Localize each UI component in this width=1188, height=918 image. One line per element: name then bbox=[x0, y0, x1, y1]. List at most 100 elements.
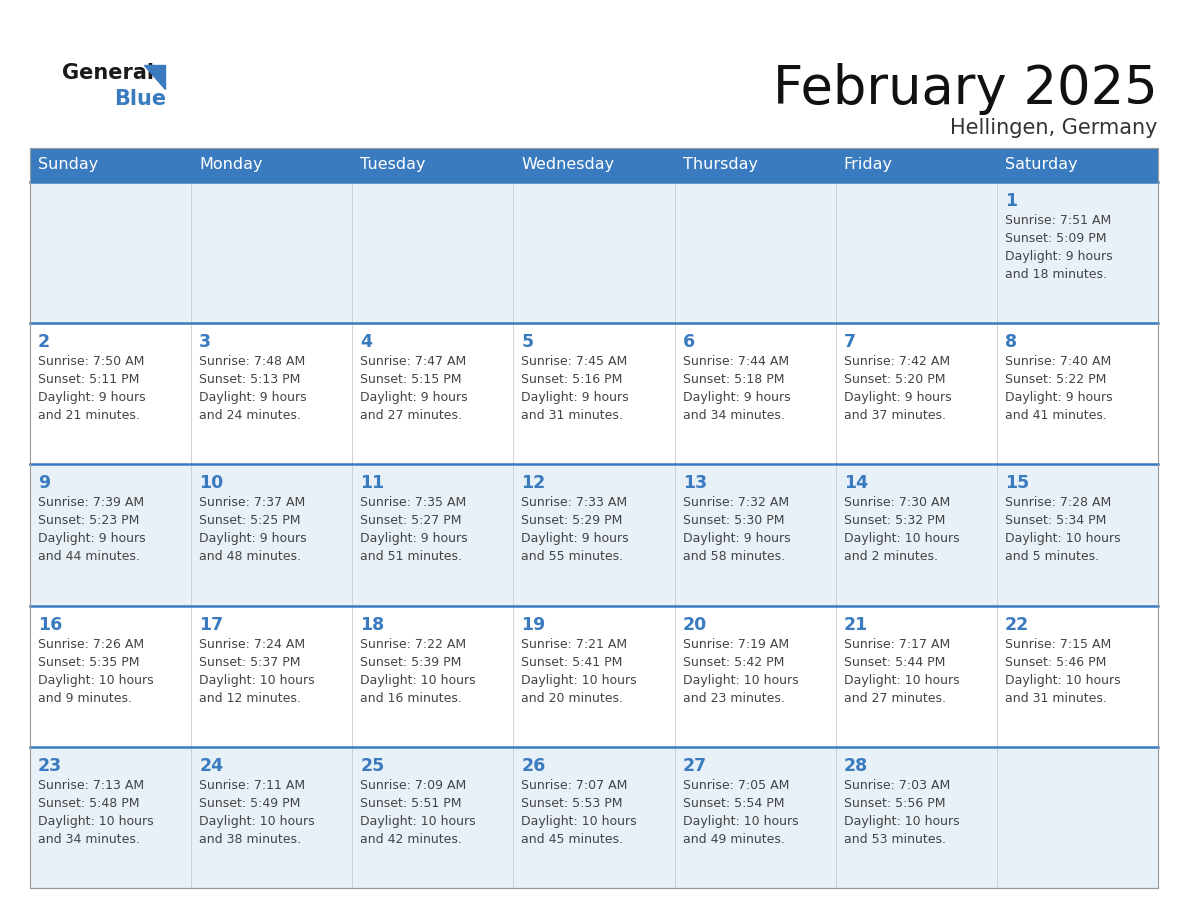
Bar bbox=[30, 606, 1158, 747]
Text: Blue: Blue bbox=[114, 89, 166, 109]
Text: Sunset: 5:56 PM: Sunset: 5:56 PM bbox=[843, 797, 946, 810]
Text: and 58 minutes.: and 58 minutes. bbox=[683, 551, 785, 564]
Text: 19: 19 bbox=[522, 616, 545, 633]
Text: Sunrise: 7:50 AM: Sunrise: 7:50 AM bbox=[38, 355, 145, 368]
Text: Daylight: 10 hours: Daylight: 10 hours bbox=[1005, 532, 1120, 545]
Text: and 27 minutes.: and 27 minutes. bbox=[360, 409, 462, 422]
Text: 10: 10 bbox=[200, 475, 223, 492]
Text: Sunset: 5:37 PM: Sunset: 5:37 PM bbox=[200, 655, 301, 668]
Text: 9: 9 bbox=[38, 475, 50, 492]
Text: 1: 1 bbox=[1005, 192, 1017, 210]
Text: Sunrise: 7:33 AM: Sunrise: 7:33 AM bbox=[522, 497, 627, 509]
Text: Sunset: 5:27 PM: Sunset: 5:27 PM bbox=[360, 514, 462, 528]
Text: Daylight: 10 hours: Daylight: 10 hours bbox=[38, 815, 153, 828]
Text: Sunrise: 7:47 AM: Sunrise: 7:47 AM bbox=[360, 355, 467, 368]
Text: Daylight: 9 hours: Daylight: 9 hours bbox=[360, 391, 468, 404]
Text: Daylight: 9 hours: Daylight: 9 hours bbox=[1005, 250, 1112, 263]
Text: Sunrise: 7:51 AM: Sunrise: 7:51 AM bbox=[1005, 214, 1111, 227]
Text: Daylight: 10 hours: Daylight: 10 hours bbox=[1005, 674, 1120, 687]
Text: 7: 7 bbox=[843, 333, 855, 352]
Text: and 31 minutes.: and 31 minutes. bbox=[1005, 691, 1107, 705]
Text: Sunrise: 7:48 AM: Sunrise: 7:48 AM bbox=[200, 355, 305, 368]
Text: Hellingen, Germany: Hellingen, Germany bbox=[950, 118, 1158, 138]
Text: Sunset: 5:25 PM: Sunset: 5:25 PM bbox=[200, 514, 301, 528]
Text: Sunset: 5:51 PM: Sunset: 5:51 PM bbox=[360, 797, 462, 810]
Text: and 42 minutes.: and 42 minutes. bbox=[360, 833, 462, 845]
Text: Daylight: 10 hours: Daylight: 10 hours bbox=[843, 674, 960, 687]
Text: Sunrise: 7:05 AM: Sunrise: 7:05 AM bbox=[683, 778, 789, 792]
Text: Sunset: 5:39 PM: Sunset: 5:39 PM bbox=[360, 655, 462, 668]
Bar bbox=[30, 747, 1158, 888]
Text: and 2 minutes.: and 2 minutes. bbox=[843, 551, 937, 564]
Bar bbox=[30, 323, 1158, 465]
Text: Daylight: 9 hours: Daylight: 9 hours bbox=[1005, 391, 1112, 404]
Text: 18: 18 bbox=[360, 616, 385, 633]
Text: Sunrise: 7:24 AM: Sunrise: 7:24 AM bbox=[200, 638, 305, 651]
Text: Daylight: 10 hours: Daylight: 10 hours bbox=[843, 532, 960, 545]
Text: and 31 minutes.: and 31 minutes. bbox=[522, 409, 624, 422]
Text: Sunset: 5:53 PM: Sunset: 5:53 PM bbox=[522, 797, 623, 810]
Text: and 51 minutes.: and 51 minutes. bbox=[360, 551, 462, 564]
Text: Sunset: 5:42 PM: Sunset: 5:42 PM bbox=[683, 655, 784, 668]
Text: and 5 minutes.: and 5 minutes. bbox=[1005, 551, 1099, 564]
Text: Sunrise: 7:07 AM: Sunrise: 7:07 AM bbox=[522, 778, 627, 792]
Text: Sunset: 5:09 PM: Sunset: 5:09 PM bbox=[1005, 232, 1106, 245]
Text: and 49 minutes.: and 49 minutes. bbox=[683, 833, 784, 845]
Text: and 38 minutes.: and 38 minutes. bbox=[200, 833, 301, 845]
Text: Sunrise: 7:39 AM: Sunrise: 7:39 AM bbox=[38, 497, 144, 509]
Text: Sunset: 5:46 PM: Sunset: 5:46 PM bbox=[1005, 655, 1106, 668]
Text: Sunrise: 7:28 AM: Sunrise: 7:28 AM bbox=[1005, 497, 1111, 509]
Text: 2: 2 bbox=[38, 333, 50, 352]
Text: Daylight: 9 hours: Daylight: 9 hours bbox=[200, 532, 307, 545]
Text: and 23 minutes.: and 23 minutes. bbox=[683, 691, 784, 705]
Text: Daylight: 9 hours: Daylight: 9 hours bbox=[38, 532, 146, 545]
Text: 22: 22 bbox=[1005, 616, 1029, 633]
Text: Sunset: 5:44 PM: Sunset: 5:44 PM bbox=[843, 655, 946, 668]
Text: Sunset: 5:13 PM: Sunset: 5:13 PM bbox=[200, 374, 301, 386]
Text: and 34 minutes.: and 34 minutes. bbox=[38, 833, 140, 845]
Text: Sunset: 5:30 PM: Sunset: 5:30 PM bbox=[683, 514, 784, 528]
Text: Daylight: 10 hours: Daylight: 10 hours bbox=[522, 674, 637, 687]
Text: 23: 23 bbox=[38, 756, 62, 775]
Text: Sunset: 5:35 PM: Sunset: 5:35 PM bbox=[38, 655, 139, 668]
Bar bbox=[30, 465, 1158, 606]
Text: General: General bbox=[62, 63, 154, 83]
Text: Sunset: 5:15 PM: Sunset: 5:15 PM bbox=[360, 374, 462, 386]
Text: Sunrise: 7:30 AM: Sunrise: 7:30 AM bbox=[843, 497, 950, 509]
Text: 26: 26 bbox=[522, 756, 545, 775]
Text: 28: 28 bbox=[843, 756, 868, 775]
Text: Daylight: 10 hours: Daylight: 10 hours bbox=[38, 674, 153, 687]
Text: Sunset: 5:41 PM: Sunset: 5:41 PM bbox=[522, 655, 623, 668]
Text: Sunset: 5:18 PM: Sunset: 5:18 PM bbox=[683, 374, 784, 386]
Text: Sunrise: 7:13 AM: Sunrise: 7:13 AM bbox=[38, 778, 144, 792]
Text: Daylight: 9 hours: Daylight: 9 hours bbox=[38, 391, 146, 404]
Text: 24: 24 bbox=[200, 756, 223, 775]
Text: Sunrise: 7:35 AM: Sunrise: 7:35 AM bbox=[360, 497, 467, 509]
Text: 17: 17 bbox=[200, 616, 223, 633]
Text: Daylight: 9 hours: Daylight: 9 hours bbox=[200, 391, 307, 404]
Text: 20: 20 bbox=[683, 616, 707, 633]
Text: Sunset: 5:20 PM: Sunset: 5:20 PM bbox=[843, 374, 946, 386]
Text: and 21 minutes.: and 21 minutes. bbox=[38, 409, 140, 422]
Text: and 44 minutes.: and 44 minutes. bbox=[38, 551, 140, 564]
Text: Daylight: 10 hours: Daylight: 10 hours bbox=[522, 815, 637, 828]
Text: 15: 15 bbox=[1005, 475, 1029, 492]
Text: Daylight: 10 hours: Daylight: 10 hours bbox=[200, 674, 315, 687]
Text: Daylight: 9 hours: Daylight: 9 hours bbox=[843, 391, 952, 404]
Text: Sunset: 5:34 PM: Sunset: 5:34 PM bbox=[1005, 514, 1106, 528]
Text: and 12 minutes.: and 12 minutes. bbox=[200, 691, 301, 705]
Text: Sunday: Sunday bbox=[38, 158, 99, 173]
Text: and 37 minutes.: and 37 minutes. bbox=[843, 409, 946, 422]
Text: Daylight: 10 hours: Daylight: 10 hours bbox=[683, 674, 798, 687]
Text: and 16 minutes.: and 16 minutes. bbox=[360, 691, 462, 705]
Text: Sunset: 5:54 PM: Sunset: 5:54 PM bbox=[683, 797, 784, 810]
Text: 3: 3 bbox=[200, 333, 211, 352]
Text: Sunset: 5:29 PM: Sunset: 5:29 PM bbox=[522, 514, 623, 528]
Text: Sunrise: 7:21 AM: Sunrise: 7:21 AM bbox=[522, 638, 627, 651]
Text: 11: 11 bbox=[360, 475, 385, 492]
Polygon shape bbox=[144, 65, 165, 89]
Text: Sunset: 5:49 PM: Sunset: 5:49 PM bbox=[200, 797, 301, 810]
Text: and 41 minutes.: and 41 minutes. bbox=[1005, 409, 1107, 422]
Text: Sunset: 5:32 PM: Sunset: 5:32 PM bbox=[843, 514, 946, 528]
Text: Daylight: 10 hours: Daylight: 10 hours bbox=[360, 815, 476, 828]
